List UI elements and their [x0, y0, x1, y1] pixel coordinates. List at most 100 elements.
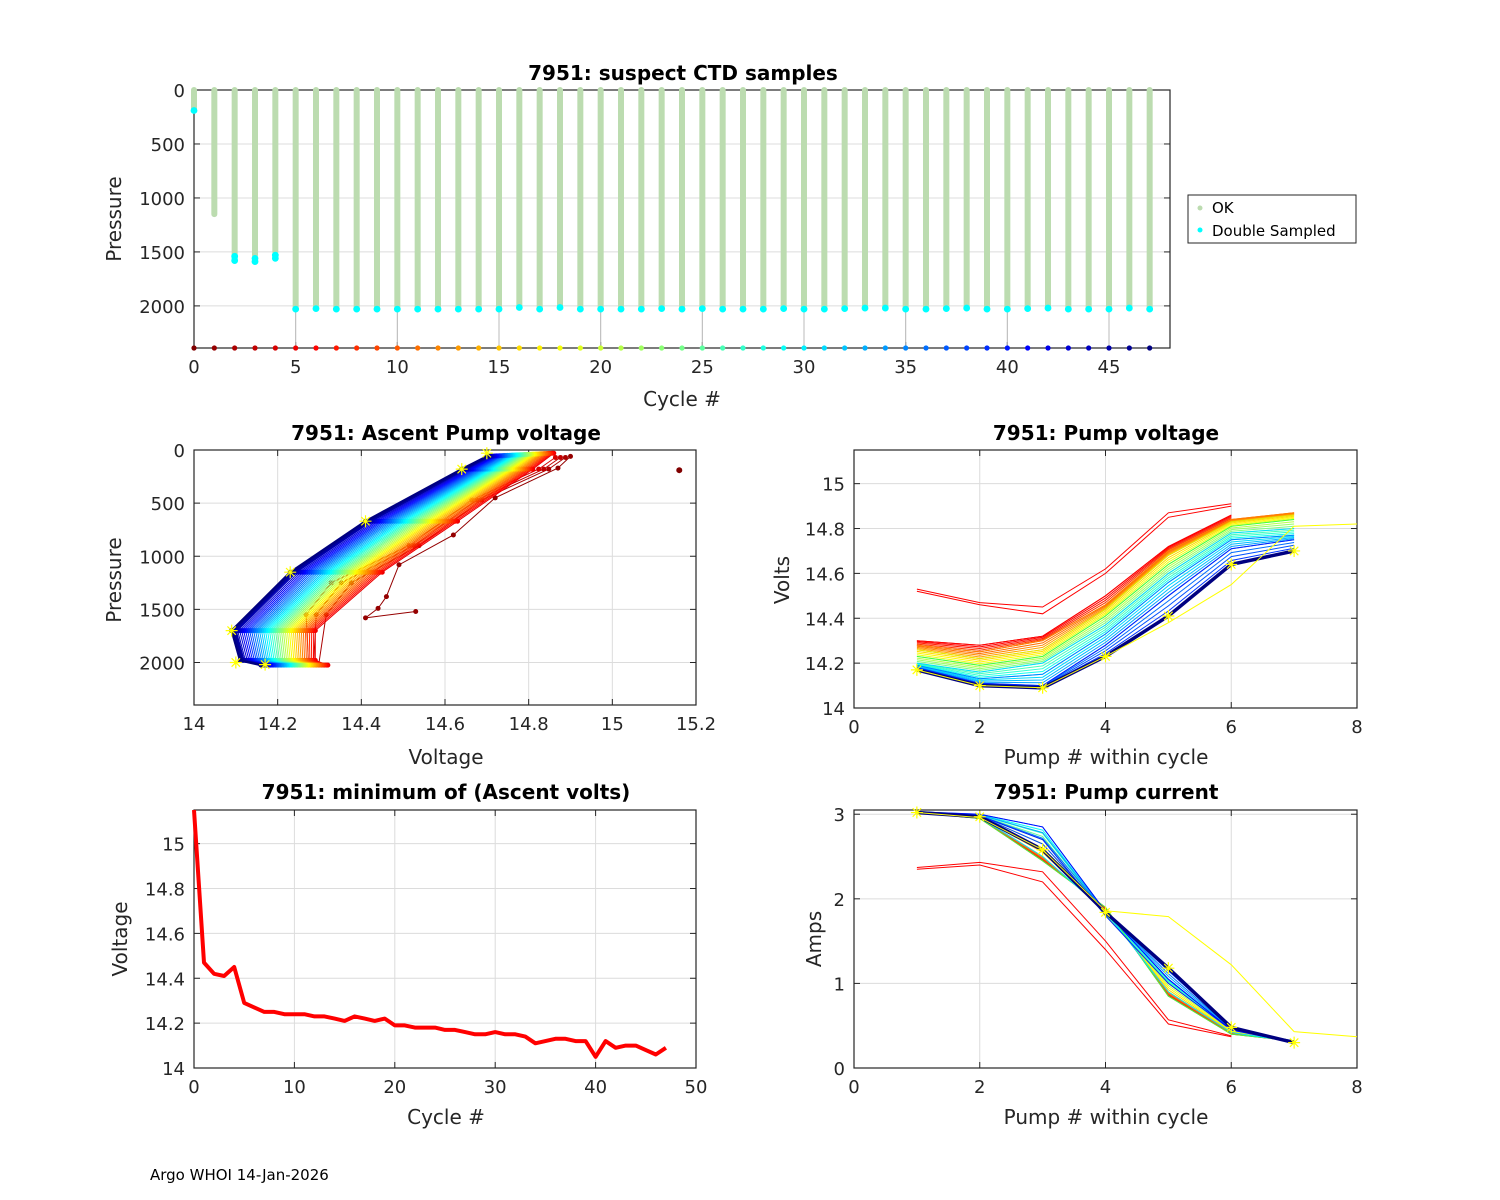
suspect-ctd-ylabel: Pressure [102, 176, 126, 261]
pump-current-ytick-label: 0 [834, 1059, 845, 1080]
double-sampled-point [332, 305, 340, 313]
cycle-marker [618, 345, 624, 351]
double-sampled-point [1105, 305, 1113, 313]
double-sampled-point [454, 305, 462, 313]
pump-voltage-axes: 0 2 4 6 8 14 14.2 14.4 14.6 14.8 15 [805, 449, 1363, 738]
ascent-profile-point [363, 615, 369, 621]
cycle-marker [781, 345, 787, 351]
cycle-marker [1147, 345, 1153, 351]
cycle-marker [374, 345, 380, 351]
pump-voltage-ytick-label: 14.8 [805, 520, 845, 541]
highlight-star [1036, 843, 1049, 856]
min-ascent-plot-area [192, 809, 668, 1059]
min-ascent-xtick-label: 10 [283, 1077, 306, 1098]
cycle-marker [313, 345, 319, 351]
suspect-ctd-ytick-label: 1500 [139, 243, 185, 264]
ascent-outlier-point [676, 467, 683, 474]
min-ascent-ytick-label: 14.2 [145, 1014, 185, 1035]
double-sampled-point [1064, 305, 1072, 313]
highlight-star [973, 679, 986, 692]
suspect-ctd-xlabel: Cycle # [643, 387, 721, 411]
pump-current-panel: 7951: Pump current Pump # within cycle A… [802, 780, 1363, 1129]
highlight-star [1162, 610, 1175, 623]
pump-voltage-ytick-label: 14.2 [805, 654, 845, 675]
suspect-ctd-xtick-label: 15 [488, 357, 511, 378]
suspect-ctd-xtick-label: 5 [290, 357, 301, 378]
pump-voltage-cycle-line [916, 514, 1295, 658]
highlight-star [259, 658, 272, 671]
pump-voltage-ytick-label: 15 [822, 475, 845, 496]
cycle-marker [272, 345, 278, 351]
double-sampled-point [942, 305, 950, 312]
cycle-marker [252, 345, 258, 351]
cycle-marker [740, 345, 746, 351]
highlight-star [455, 463, 468, 476]
pump-voltage-cycle-line [916, 521, 1295, 668]
min-ascent-ytick-label: 14.4 [145, 969, 185, 990]
cycle-marker [923, 345, 929, 351]
double-sampled-point [597, 305, 605, 313]
cycle-marker [1126, 345, 1132, 351]
pump-voltage-series-orange [916, 512, 1295, 653]
min-ascent-xtick-label: 30 [484, 1077, 507, 1098]
pump-current-title: 7951: Pump current [994, 780, 1219, 804]
pump-voltage-series-red [916, 514, 1232, 646]
cycle-marker [1106, 345, 1112, 351]
cycle-marker [1065, 345, 1071, 351]
highlight-star [284, 566, 297, 579]
min-ascent-title: 7951: minimum of (Ascent volts) [262, 780, 631, 804]
min-ascent-xtick-label: 40 [584, 1077, 607, 1098]
cycle-marker [720, 345, 726, 351]
min-ascent-line [192, 809, 668, 1059]
cycle-marker [659, 345, 665, 351]
pump-voltage-series-early-2 (red) [916, 503, 1232, 608]
ascent-ytick-label: 500 [151, 494, 185, 515]
cycle-marker [496, 345, 502, 351]
cycle-marker [354, 345, 360, 351]
cycle-marker [455, 345, 461, 351]
pump-voltage-cycle-line [916, 531, 1295, 677]
suspect-ctd-xtick-label: 25 [691, 357, 714, 378]
cycle-marker [1086, 345, 1092, 351]
suspect-ctd-ytick-label: 0 [174, 81, 185, 102]
pump-voltage-ylabel: Volts [770, 556, 794, 604]
double-sampled-point [1085, 305, 1093, 313]
pump-voltage-series-light-blue [916, 534, 1295, 680]
ascent-xtick-label: 15.2 [676, 714, 716, 735]
cycle-marker [598, 345, 604, 351]
double-sampled-point [1024, 305, 1032, 312]
min-ascent-xlabel: Cycle # [407, 1105, 485, 1129]
ascent-plot-area [225, 447, 683, 671]
pump-current-xtick-label: 8 [1351, 1077, 1362, 1098]
pump-voltage-xtick-label: 4 [1100, 717, 1111, 738]
ascent-xtick-label: 14 [183, 714, 206, 735]
cycle-marker [476, 345, 482, 351]
ascent-profile-point [413, 609, 419, 614]
ascent-profile-point [396, 562, 402, 568]
pump-voltage-series-yellow-outlier [916, 523, 1358, 689]
highlight-star [1288, 1036, 1301, 1049]
cycle-marker [943, 345, 949, 351]
ascent-xtick-label: 14.2 [258, 714, 298, 735]
ascent-pump-voltage-panel: 7951: Ascent Pump voltage Voltage Pressu… [102, 421, 716, 769]
ascent-profile-point [383, 594, 389, 600]
pump-voltage-plot-area [910, 503, 1358, 694]
double-sampled-point [576, 305, 584, 313]
ascent-profile-point [536, 466, 542, 472]
highlight-star [1036, 681, 1049, 694]
suspect-ctd-xtick-label: 45 [1098, 357, 1121, 378]
double-sampled-point [698, 305, 706, 312]
pump-voltage-series-green [916, 519, 1295, 666]
ascent-ytick-label: 0 [174, 441, 185, 462]
cycle-marker [1025, 345, 1031, 351]
min-ascent-axes: 0 10 20 30 40 50 14 14.2 14.4 14.6 14.8 15 [145, 809, 707, 1098]
cycle-marker [516, 345, 522, 351]
highlight-star [359, 515, 372, 528]
double-sampled-point [434, 305, 442, 313]
pump-voltage-cycle-line [916, 533, 1295, 678]
double-sampled-point [393, 305, 401, 313]
pump-voltage-cycle-line [916, 512, 1295, 655]
pump-voltage-title: 7951: Pump voltage [993, 421, 1219, 445]
cycle-marker [394, 345, 400, 351]
